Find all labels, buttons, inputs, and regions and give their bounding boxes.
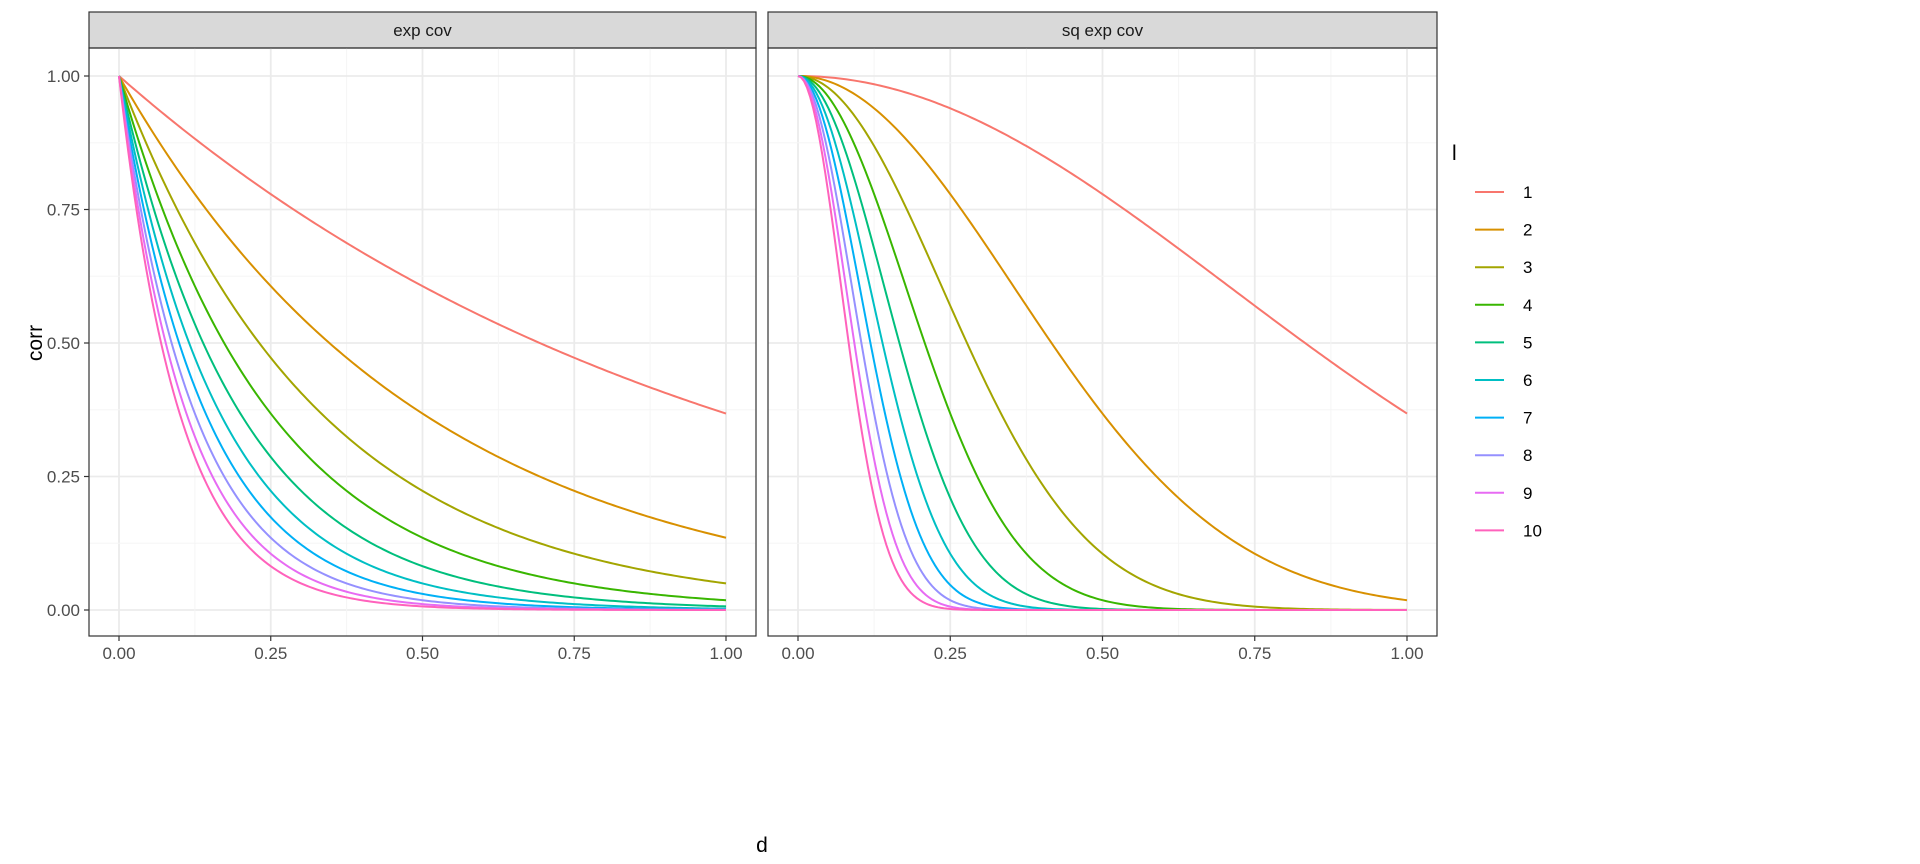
x-tick-label: 0.75 bbox=[558, 644, 591, 663]
series-line-sqexp-l2 bbox=[797, 75, 1408, 602]
facet-strip bbox=[88, 11, 757, 49]
x-tick-label: 0.50 bbox=[1086, 644, 1119, 663]
legend-item-5: 5 bbox=[1475, 333, 1532, 352]
legend-label: 1 bbox=[1523, 183, 1532, 202]
series-line-exp-l1 bbox=[118, 75, 727, 415]
series-line-exp-l6 bbox=[118, 75, 727, 610]
legend-item-1: 1 bbox=[1475, 183, 1532, 202]
legend: 1 2 3 4 5 6 7 8 9 10 bbox=[1475, 183, 1542, 540]
legend-label: 6 bbox=[1523, 371, 1532, 390]
legend-label: 9 bbox=[1523, 484, 1532, 503]
facet-strip-label: sq exp cov bbox=[1062, 21, 1144, 40]
legend-label: 8 bbox=[1523, 446, 1532, 465]
x-tick-label: 0.75 bbox=[1238, 644, 1271, 663]
legend-label: 4 bbox=[1523, 296, 1532, 315]
x-tick-label: 0.00 bbox=[102, 644, 135, 663]
legend-item-10: 10 bbox=[1475, 521, 1542, 540]
x-tick-label: 0.50 bbox=[406, 644, 439, 663]
series-line-sqexp-l1 bbox=[797, 75, 1408, 415]
x-tick-label: 0.25 bbox=[254, 644, 287, 663]
legend-item-8: 8 bbox=[1475, 446, 1532, 465]
legend-item-9: 9 bbox=[1475, 484, 1532, 503]
legend-item-7: 7 bbox=[1475, 409, 1532, 428]
series-line-exp-l3 bbox=[118, 75, 727, 585]
legend-item-2: 2 bbox=[1475, 221, 1532, 240]
y-tick-label: 0.50 bbox=[47, 334, 80, 353]
legend-label: 10 bbox=[1523, 521, 1542, 540]
facet-strip bbox=[767, 11, 1438, 49]
legend-label: 3 bbox=[1523, 258, 1532, 277]
series-line-exp-l5 bbox=[118, 75, 727, 608]
x-tick-label: 1.00 bbox=[1390, 644, 1423, 663]
legend-label: 5 bbox=[1523, 333, 1532, 352]
legend-label: 2 bbox=[1523, 221, 1532, 240]
x-tick-label: 1.00 bbox=[709, 644, 742, 663]
panel-sqexp: sq exp cov 0.00 0.25 0.50 0.75 1.00 bbox=[767, 11, 1438, 663]
legend-item-3: 3 bbox=[1475, 258, 1532, 277]
y-tick-label: 0.75 bbox=[47, 201, 80, 220]
y-axis-title: corr bbox=[24, 325, 47, 361]
legend-item-6: 6 bbox=[1475, 371, 1532, 390]
x-tick-label: 0.25 bbox=[934, 644, 967, 663]
facet-strip-label: exp cov bbox=[393, 21, 452, 40]
series-line-sqexp-l3 bbox=[797, 75, 1407, 611]
series-line-exp-l10 bbox=[118, 75, 727, 611]
legend-title: l bbox=[1452, 142, 1457, 165]
x-tick-label: 0.00 bbox=[781, 644, 814, 663]
x-axis-title: d bbox=[756, 834, 768, 857]
panel-exp: exp cov 0.00 0.25 0.50 0.75 1.00 0.00 0.25 0.50 0… bbox=[47, 11, 757, 663]
y-tick-label: 1.00 bbox=[47, 67, 80, 86]
legend-item-4: 4 bbox=[1475, 296, 1532, 315]
series-line-exp-l2 bbox=[118, 75, 727, 539]
y-tick-label: 0.25 bbox=[47, 468, 80, 487]
series-line-exp-l4 bbox=[118, 75, 727, 602]
legend-label: 7 bbox=[1523, 409, 1532, 428]
series-line-sqexp-l10 bbox=[797, 75, 1407, 611]
y-tick-label: 0.00 bbox=[47, 601, 80, 620]
